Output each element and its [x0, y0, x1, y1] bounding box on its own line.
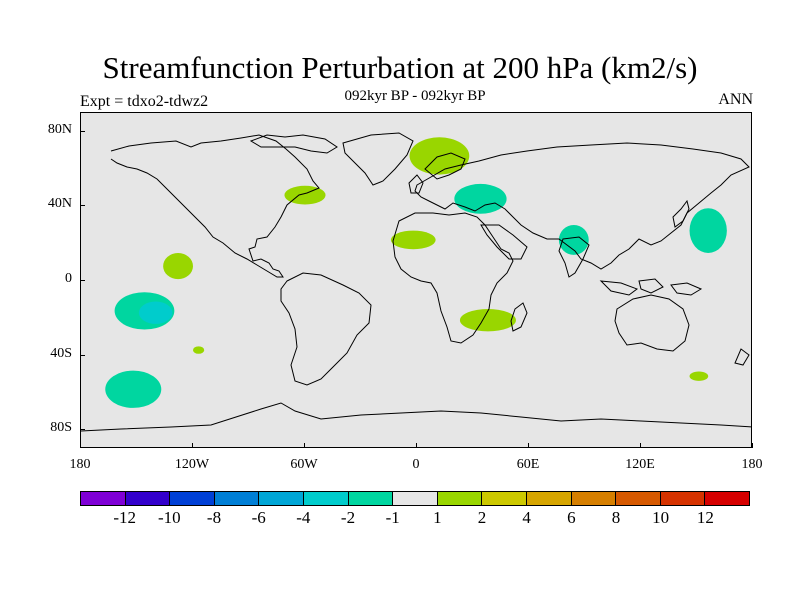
colorbar-label: 2	[477, 508, 487, 527]
lon-tick	[416, 443, 417, 448]
lat-label: 0	[65, 271, 72, 286]
colorbar-cell	[526, 492, 572, 505]
lon-label: 120W	[174, 457, 210, 472]
lon-tick	[304, 443, 305, 448]
colorbar-label: -8	[206, 508, 222, 527]
coast-indonesia	[599, 278, 703, 296]
coast-south-america	[280, 272, 372, 386]
colorbar-cell	[660, 492, 706, 505]
lat-label: 80S	[50, 420, 72, 436]
experiment-label: Expt = tdxo2-tdwz2	[80, 93, 209, 110]
coast-north-america	[110, 134, 320, 278]
anomaly-southern-ocean-negative	[105, 370, 162, 408]
colorbar-cell	[437, 492, 483, 505]
coast-australia	[614, 294, 690, 352]
coast-india	[558, 236, 590, 278]
anomaly-madagascar-positive	[459, 309, 516, 332]
colorbar-cell	[571, 492, 617, 505]
lat-label: 40N	[47, 196, 72, 212]
lat-tick	[80, 354, 85, 356]
anomaly-black-sea-negative	[454, 183, 507, 214]
colorbar-cell	[348, 492, 394, 505]
colorbar-label: -12	[113, 508, 136, 527]
colorbar-cell	[81, 492, 126, 505]
lon-label: 0	[412, 457, 420, 472]
anomaly-west-pacific-negative	[689, 208, 727, 253]
lat-tick	[80, 429, 85, 431]
colorbar-label: 10	[652, 508, 670, 527]
lon-label: 120E	[625, 457, 655, 472]
lon-tick	[752, 443, 753, 448]
lon-tick	[192, 443, 193, 448]
colorbar-cell	[214, 492, 260, 505]
colorbar-label: -6	[251, 508, 266, 527]
colorbar	[80, 491, 750, 506]
colorbar-cell	[259, 492, 304, 505]
plot-subtitle: 092kyr BP - 092kyr BP	[344, 88, 486, 104]
colorbar-cell	[482, 492, 527, 505]
colorbar-label: 8	[611, 508, 621, 527]
coast-arctic-islands	[249, 134, 338, 154]
map-canvas	[81, 132, 751, 432]
colorbar-label: 1	[433, 508, 442, 527]
lon-label: 60W	[290, 457, 318, 472]
plot-title: Streamfunction Perturbation at 200 hPa (…	[102, 50, 698, 85]
colorbar-label: -10	[157, 508, 181, 527]
colorbar-label: -1	[385, 508, 400, 527]
lat-tick	[80, 130, 85, 132]
colorbar-label: 12	[696, 508, 714, 527]
coast-africa	[392, 212, 514, 344]
lon-tick	[640, 443, 641, 448]
lat-label: 40S	[50, 345, 72, 361]
lon-tick	[80, 443, 81, 448]
coast-scandinavia	[424, 152, 466, 180]
coast-greenland	[342, 132, 414, 186]
coast-new-zealand	[734, 348, 750, 366]
coast-arabia	[480, 224, 528, 260]
colorbar-cell	[616, 492, 661, 505]
lon-label: 180	[69, 457, 91, 472]
coast-antarctica	[81, 402, 751, 432]
colorbar-cell	[705, 492, 749, 505]
coast-japan	[672, 199, 690, 228]
colorbar-cell	[393, 492, 438, 505]
colorbar-label: -2	[340, 508, 356, 527]
anomaly-tasman-positive	[689, 371, 709, 381]
coast-eurasia	[414, 142, 750, 270]
lat-tick	[80, 280, 85, 281]
lon-label: 180	[741, 457, 763, 472]
season-label: ANN	[718, 91, 753, 108]
lon-label: 60E	[516, 457, 540, 472]
map-panel	[80, 112, 752, 448]
anomaly-east-pacific-positive	[163, 253, 193, 280]
lat-tick	[80, 205, 85, 207]
colorbar-label: -4	[296, 508, 311, 527]
colorbar-cell	[125, 492, 171, 505]
anomaly-newfoundland-positive	[284, 185, 326, 205]
anomaly-india-negative	[558, 225, 589, 255]
colorbar-label: 4	[522, 508, 531, 527]
coast-madagascar	[510, 302, 528, 332]
coastlines	[81, 132, 751, 432]
anomaly-small-south-pacific-positive	[193, 346, 205, 354]
anomaly-south-pacific-core	[138, 301, 173, 324]
anomaly-contours	[105, 137, 727, 408]
colorbar-cell	[303, 492, 349, 505]
colorbar-cell	[170, 492, 215, 505]
lat-label: 80N	[47, 121, 72, 137]
anomaly-north-africa-positive	[390, 230, 436, 250]
coast-british-isles	[408, 174, 424, 194]
colorbar-label: 6	[567, 508, 576, 527]
lon-tick	[528, 443, 529, 448]
